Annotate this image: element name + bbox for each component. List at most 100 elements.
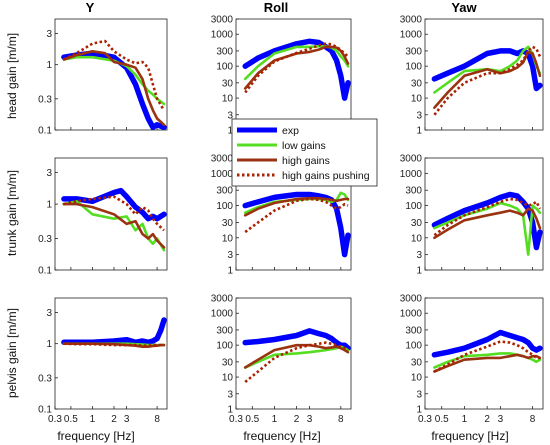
panel-pelvis-roll-line-exp — [242, 328, 351, 351]
panel-head-yaw: 1 3 10 30 100 300 1000 3000 — [400, 15, 544, 137]
panel-pelvis-roll-ytick-label: 100 — [216, 341, 233, 352]
panel-pelvis-yaw-ytick-label: 3000 — [400, 294, 423, 305]
panel-head-y-ytick-label: 0.1 — [38, 126, 52, 137]
panel-pelvis-y-line-high-gains-pushing — [63, 342, 164, 347]
xlabel-col-2: frequency [Hz] — [243, 429, 320, 443]
panel-pelvis-roll-ytick-label: 1 — [227, 405, 233, 416]
panel-head-yaw-ytick-label: 3000 — [400, 15, 423, 26]
panel-pelvis-roll-xtick-label: 0.3 — [229, 414, 243, 425]
panel-pelvis-yaw-ytick-label: 30 — [411, 357, 423, 368]
panel-pelvis-roll-line-low-gains — [243, 345, 350, 369]
panel-trunk-roll-ytick-label: 3000 — [211, 154, 234, 165]
panel-head-y-series — [61, 39, 167, 130]
panel-head-yaw-ytick-label: 1 — [416, 126, 422, 137]
panel-trunk-yaw-ytick-label: 100 — [405, 201, 422, 212]
panel-pelvis-roll-xtick-label: 2 — [294, 414, 300, 425]
panel-trunk-y-series — [61, 187, 167, 252]
panel-trunk-yaw-line-low-gains — [433, 201, 542, 256]
panel-pelvis-roll-ytick-label: 1000 — [211, 309, 234, 320]
panel-pelvis-roll-ytick-label: 30 — [222, 357, 234, 368]
panel-trunk-roll-line-high-gains-pushing — [244, 197, 349, 234]
panel-trunk-roll-series — [242, 191, 351, 258]
panel-pelvis-y-ytick-label: 1 — [46, 339, 52, 350]
panel-pelvis-y-xtick-label: 1 — [90, 414, 96, 425]
panel-head-roll-ytick-label: 1 — [227, 126, 233, 137]
panel-trunk-yaw-ytick-label: 30 — [411, 218, 423, 229]
panel-head-yaw-line-high-gains — [433, 50, 542, 109]
panel-head-yaw-ytick-label: 300 — [405, 46, 422, 57]
panel-pelvis-roll-ytick-label: 3000 — [211, 294, 234, 305]
row-label-trunk: trunk gain [m/m] — [5, 170, 19, 256]
panel-head-yaw-ytick-label: 30 — [411, 78, 423, 89]
panel-head-roll-ytick-label: 3000 — [211, 15, 234, 26]
panel-pelvis-yaw-ytick-label: 100 — [405, 341, 422, 352]
panel-pelvis-yaw-xtick-label: 0.5 — [435, 414, 449, 425]
panel-pelvis-y-ytick-label: 0.3 — [38, 373, 52, 384]
panel-pelvis-yaw-line-high-gains — [433, 353, 542, 373]
panel-pelvis-roll-xtick-label: 8 — [338, 414, 344, 425]
panel-pelvis-yaw-xtick-label: 1 — [462, 414, 468, 425]
panel-pelvis-yaw-line-exp — [431, 329, 543, 358]
panel-head-roll-ytick-label: 30 — [222, 78, 234, 89]
panel-pelvis-y-xtick-label: 3 — [124, 414, 130, 425]
panel-pelvis-roll-xtick-label: 3 — [307, 414, 313, 425]
panel-trunk-y-line-high-gains — [62, 202, 166, 249]
panel-head-roll: 1 3 10 30 100 300 1000 3000 — [211, 15, 352, 137]
panel-pelvis-yaw-ytick-label: 10 — [411, 373, 423, 384]
panel-trunk-roll-ytick-label: 30 — [222, 218, 234, 229]
legend-label-exp: exp — [282, 125, 299, 137]
row-label-pelvis: pelvis gain [m/m] — [5, 308, 19, 398]
panel-pelvis-y-xtick-label: 8 — [154, 414, 160, 425]
xlabel-col-1: frequency [Hz] — [57, 429, 134, 443]
legend-label-high-gains: high gains — [282, 155, 330, 167]
panel-pelvis-yaw-ytick-label: 1000 — [400, 309, 423, 320]
panel-head-y-ytick-label: 1 — [46, 60, 52, 71]
panel-pelvis-y-ytick-label: 0.1 — [38, 405, 52, 416]
panel-head-roll-line-exp — [242, 38, 351, 101]
panel-head-yaw-ytick-label: 10 — [411, 94, 423, 105]
panel-pelvis-roll-ytick-label: 3 — [227, 389, 233, 400]
panel-trunk-yaw-ytick-label: 10 — [411, 233, 423, 244]
panel-trunk-y-ytick-label: 0.1 — [38, 266, 52, 277]
panel-trunk-roll-ytick-label: 100 — [216, 201, 233, 212]
panel-head-y-ytick-label: 3 — [46, 29, 52, 40]
panel-trunk-y-ytick-label: 1 — [46, 200, 52, 211]
panel-trunk-yaw-line-high-gains — [433, 207, 542, 240]
panel-head-yaw-line-high-gains-pushing — [433, 45, 542, 116]
panel-trunk-y-ytick-label: 3 — [46, 168, 52, 179]
legend-label-low-gains: low gains — [282, 140, 326, 152]
panel-head-y-line-low-gains — [62, 55, 166, 106]
panel-trunk-yaw-ytick-label: 3000 — [400, 154, 423, 165]
panel-head-yaw-line-exp — [431, 48, 543, 92]
panel-pelvis-yaw-ytick-label: 300 — [405, 325, 422, 336]
panel-trunk-roll-line-high-gains — [243, 196, 350, 217]
panel-pelvis-yaw-series — [431, 329, 543, 373]
panel-pelvis-roll-series — [242, 328, 351, 384]
panel-pelvis-yaw-ytick-label: 3 — [416, 389, 422, 400]
panel-pelvis-y-axes — [54, 297, 168, 410]
panel-trunk-yaw-ytick-label: 300 — [405, 186, 422, 197]
panel-trunk-y-line-high-gains-pushing — [63, 195, 165, 232]
panel-trunk-y-line-low-gains — [62, 200, 166, 252]
panel-head-yaw-ytick-label: 100 — [405, 62, 422, 73]
legend-label-high-gains-pushing: high gains pushing — [282, 170, 370, 182]
xlabel-col-3: frequency [Hz] — [431, 429, 508, 443]
panel-head-yaw-ytick-label: 3 — [416, 110, 422, 121]
panel-head-roll-line-low-gains — [243, 45, 350, 81]
panel-pelvis-roll-ytick-label: 10 — [222, 373, 234, 384]
panel-pelvis-y-series — [61, 317, 167, 348]
panel-head-roll-ytick-label: 300 — [216, 46, 233, 57]
panel-trunk-roll-ytick-label: 10 — [222, 233, 234, 244]
panel-pelvis-roll-xtick-label: 1 — [272, 414, 278, 425]
panel-head-roll-ytick-label: 10 — [222, 94, 234, 105]
panel-head-yaw-series — [431, 45, 543, 116]
panel-head-roll-ytick-label: 3 — [227, 110, 233, 121]
panel-trunk-y-line-exp — [61, 187, 167, 222]
col-title-yaw: Yaw — [451, 0, 477, 15]
panel-head-roll-series — [242, 38, 351, 101]
panel-head-y-ytick-label: 0.3 — [38, 94, 52, 105]
